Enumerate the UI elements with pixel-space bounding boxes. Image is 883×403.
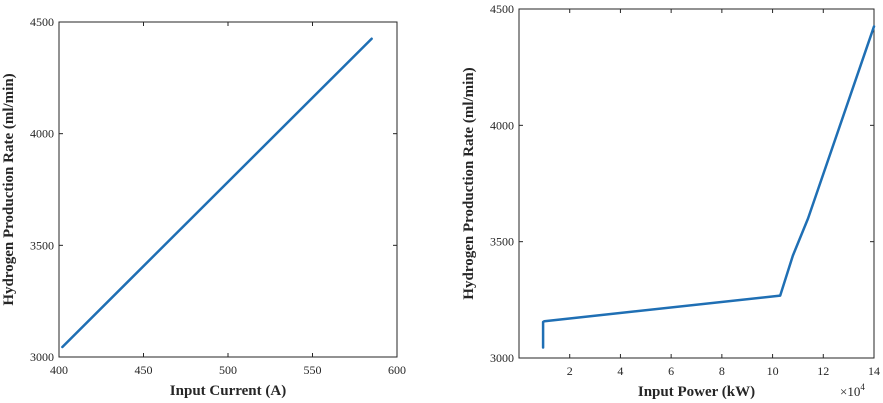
series-line-1 — [61, 37, 373, 349]
axes-box — [518, 8, 875, 359]
y-tick-label: 3000 — [490, 351, 514, 365]
y-tick-label: 4500 — [30, 15, 54, 29]
series-line-1 — [541, 25, 876, 349]
x-tick-label: 12 — [817, 364, 829, 378]
x-tick-label: 400 — [50, 363, 68, 377]
y-tick-label: 3500 — [490, 235, 514, 249]
y-tick-label: 3500 — [30, 238, 54, 252]
x-tick-label: 4 — [617, 364, 623, 378]
y-tick-label: 4500 — [490, 2, 514, 16]
y-axis-label: Hydrogen Production Rate (ml/min) — [1, 73, 17, 305]
y-tick-label: 4000 — [490, 118, 514, 132]
x-tick-label: 6 — [668, 364, 674, 378]
x-tick-label: 600 — [388, 363, 406, 377]
chart-panel-1: 400 450 500 550 600 3000 3500 4000 4500 Input Cur… — [1, 15, 406, 399]
y-tick-label: 3000 — [30, 350, 54, 364]
x-tick-label: 8 — [719, 364, 725, 378]
y-axis-label: Hydrogen Production Rate (ml/min) — [461, 67, 477, 299]
x-tick-label: 14 — [868, 364, 880, 378]
x-axis-label: Input Power (kW) — [638, 384, 755, 400]
x-exponent-power: 4 — [860, 382, 865, 392]
x-tick-label: 450 — [135, 363, 153, 377]
y-tick-label: 4000 — [30, 127, 54, 141]
x-axis-label: Input Current (A) — [170, 383, 286, 399]
chart-panel-2: 2 4 6 8 10 12 14 3000 3500 4000 4500 Input Power (k… — [461, 2, 880, 400]
x-tick-label: 550 — [304, 363, 322, 377]
axes-box — [58, 21, 398, 358]
x-tick-label: 2 — [567, 364, 573, 378]
x-tick-label: 10 — [767, 364, 779, 378]
x-tick-label: 500 — [219, 363, 237, 377]
x-exponent-label: ×104 — [840, 382, 865, 399]
